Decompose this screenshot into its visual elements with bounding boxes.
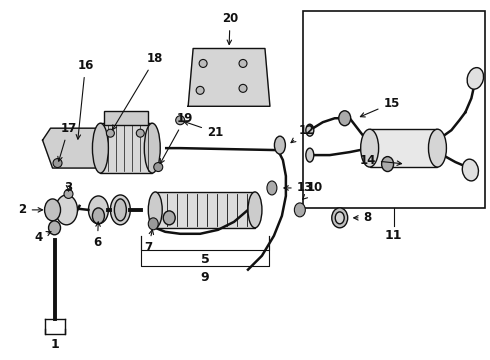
- Polygon shape: [43, 128, 107, 168]
- Ellipse shape: [110, 195, 130, 225]
- Text: 21: 21: [184, 121, 223, 139]
- Ellipse shape: [163, 211, 175, 225]
- Text: 6: 6: [93, 222, 101, 249]
- Ellipse shape: [55, 195, 77, 225]
- Text: 14: 14: [360, 154, 401, 167]
- Polygon shape: [188, 49, 270, 106]
- Ellipse shape: [144, 123, 160, 173]
- Text: 16: 16: [76, 59, 94, 139]
- Ellipse shape: [462, 159, 478, 181]
- Ellipse shape: [294, 203, 305, 217]
- Ellipse shape: [196, 86, 204, 94]
- Ellipse shape: [335, 212, 344, 224]
- Text: 19: 19: [160, 112, 194, 163]
- Text: 15: 15: [360, 97, 400, 117]
- Text: 4: 4: [34, 231, 51, 244]
- Text: 17: 17: [58, 122, 76, 161]
- Text: 1: 1: [50, 338, 59, 351]
- Ellipse shape: [106, 129, 114, 137]
- Ellipse shape: [148, 192, 162, 228]
- Ellipse shape: [93, 123, 108, 173]
- Text: 3: 3: [65, 181, 73, 194]
- Text: 9: 9: [201, 271, 209, 284]
- Ellipse shape: [53, 159, 62, 167]
- Text: 12: 12: [291, 124, 315, 143]
- Bar: [100, 123, 152, 173]
- Text: 20: 20: [222, 12, 238, 45]
- Text: 11: 11: [385, 229, 402, 242]
- Ellipse shape: [49, 221, 61, 235]
- Ellipse shape: [239, 59, 247, 67]
- Text: 7: 7: [144, 230, 153, 254]
- Text: 5: 5: [201, 253, 210, 266]
- Ellipse shape: [45, 199, 61, 221]
- Ellipse shape: [114, 199, 126, 221]
- Bar: [104, 111, 148, 125]
- Ellipse shape: [176, 116, 185, 125]
- Ellipse shape: [382, 157, 393, 171]
- Bar: [155, 192, 255, 228]
- Ellipse shape: [332, 208, 348, 228]
- Text: 13: 13: [284, 181, 313, 194]
- Ellipse shape: [199, 59, 207, 67]
- Text: 2: 2: [19, 203, 43, 216]
- Ellipse shape: [154, 163, 163, 171]
- Ellipse shape: [361, 129, 379, 167]
- Ellipse shape: [64, 189, 73, 198]
- Ellipse shape: [428, 129, 446, 167]
- Ellipse shape: [267, 181, 277, 195]
- Ellipse shape: [136, 129, 144, 137]
- Ellipse shape: [306, 148, 314, 162]
- Ellipse shape: [274, 136, 285, 154]
- Ellipse shape: [248, 192, 262, 228]
- Ellipse shape: [306, 124, 314, 136]
- Ellipse shape: [93, 208, 104, 224]
- Ellipse shape: [239, 84, 247, 92]
- Ellipse shape: [89, 196, 108, 224]
- Ellipse shape: [148, 218, 158, 230]
- Text: 8: 8: [354, 211, 372, 224]
- Ellipse shape: [467, 68, 484, 89]
- Bar: [303, 11, 485, 208]
- Ellipse shape: [339, 111, 351, 126]
- Bar: [369, 129, 438, 167]
- Text: 18: 18: [112, 52, 164, 130]
- Text: 10: 10: [302, 181, 323, 199]
